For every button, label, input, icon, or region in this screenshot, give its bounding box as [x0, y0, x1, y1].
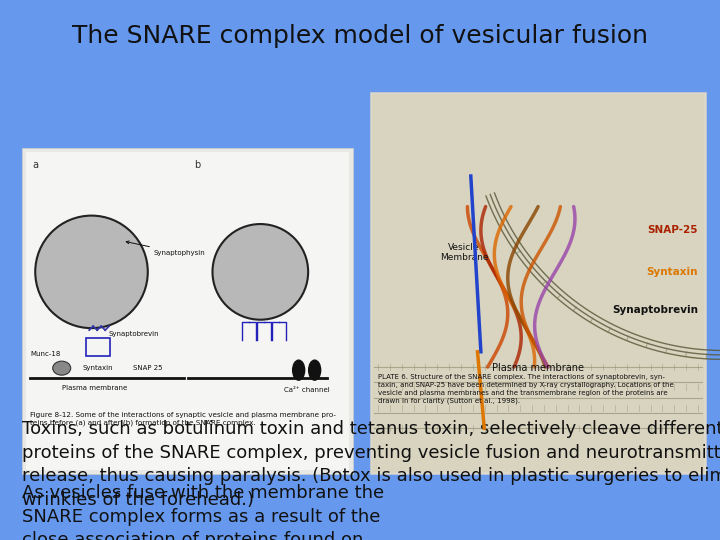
Text: Figure 8-12. Some of the interactions of synaptic vesicle and plasma membrane pr: Figure 8-12. Some of the interactions of… [30, 411, 336, 426]
Text: Plasma membrane: Plasma membrane [62, 385, 127, 391]
Text: Synaptobrevin: Synaptobrevin [612, 305, 698, 315]
Bar [372, 94, 704, 472]
Text: Munc-18: Munc-18 [30, 351, 60, 357]
Text: a: a [32, 160, 38, 170]
Text: Syntaxin: Syntaxin [647, 267, 698, 276]
Text: The SNARE complex model of vesicular fusion: The SNARE complex model of vesicular fus… [72, 24, 648, 48]
Text: SNAP 25: SNAP 25 [133, 365, 163, 371]
Text: As vesicles fuse with the membrane the
SNARE complex forms as a result of the
cl: As vesicles fuse with the membrane the S… [22, 484, 384, 540]
Text: Synaptophysin: Synaptophysin [126, 241, 205, 256]
Ellipse shape [53, 361, 71, 375]
Circle shape [35, 215, 148, 328]
Text: Vesicle
Membrane: Vesicle Membrane [440, 243, 488, 262]
Bar [370, 92, 706, 474]
Text: SNAP-25: SNAP-25 [647, 225, 698, 234]
Text: Synaptobrevin: Synaptobrevin [109, 331, 159, 337]
Ellipse shape [309, 360, 320, 380]
Text: Toxins, such as botulinum toxin and tetanus toxin, selectively cleave different
: Toxins, such as botulinum toxin and teta… [22, 420, 720, 509]
Bar [26, 152, 349, 470]
Text: b: b [194, 160, 200, 170]
Circle shape [212, 224, 308, 320]
Bar [22, 148, 353, 474]
Text: Plasma membrane: Plasma membrane [492, 363, 584, 373]
Text: Ca²⁺ channel: Ca²⁺ channel [284, 387, 330, 393]
Text: PLATE 6. Structure of the SNARE complex. The interactions of synaptobrevin, syn-: PLATE 6. Structure of the SNARE complex.… [378, 374, 674, 404]
Bar [86, 338, 109, 356]
Text: Syntaxin: Syntaxin [83, 365, 114, 371]
Ellipse shape [292, 360, 305, 380]
